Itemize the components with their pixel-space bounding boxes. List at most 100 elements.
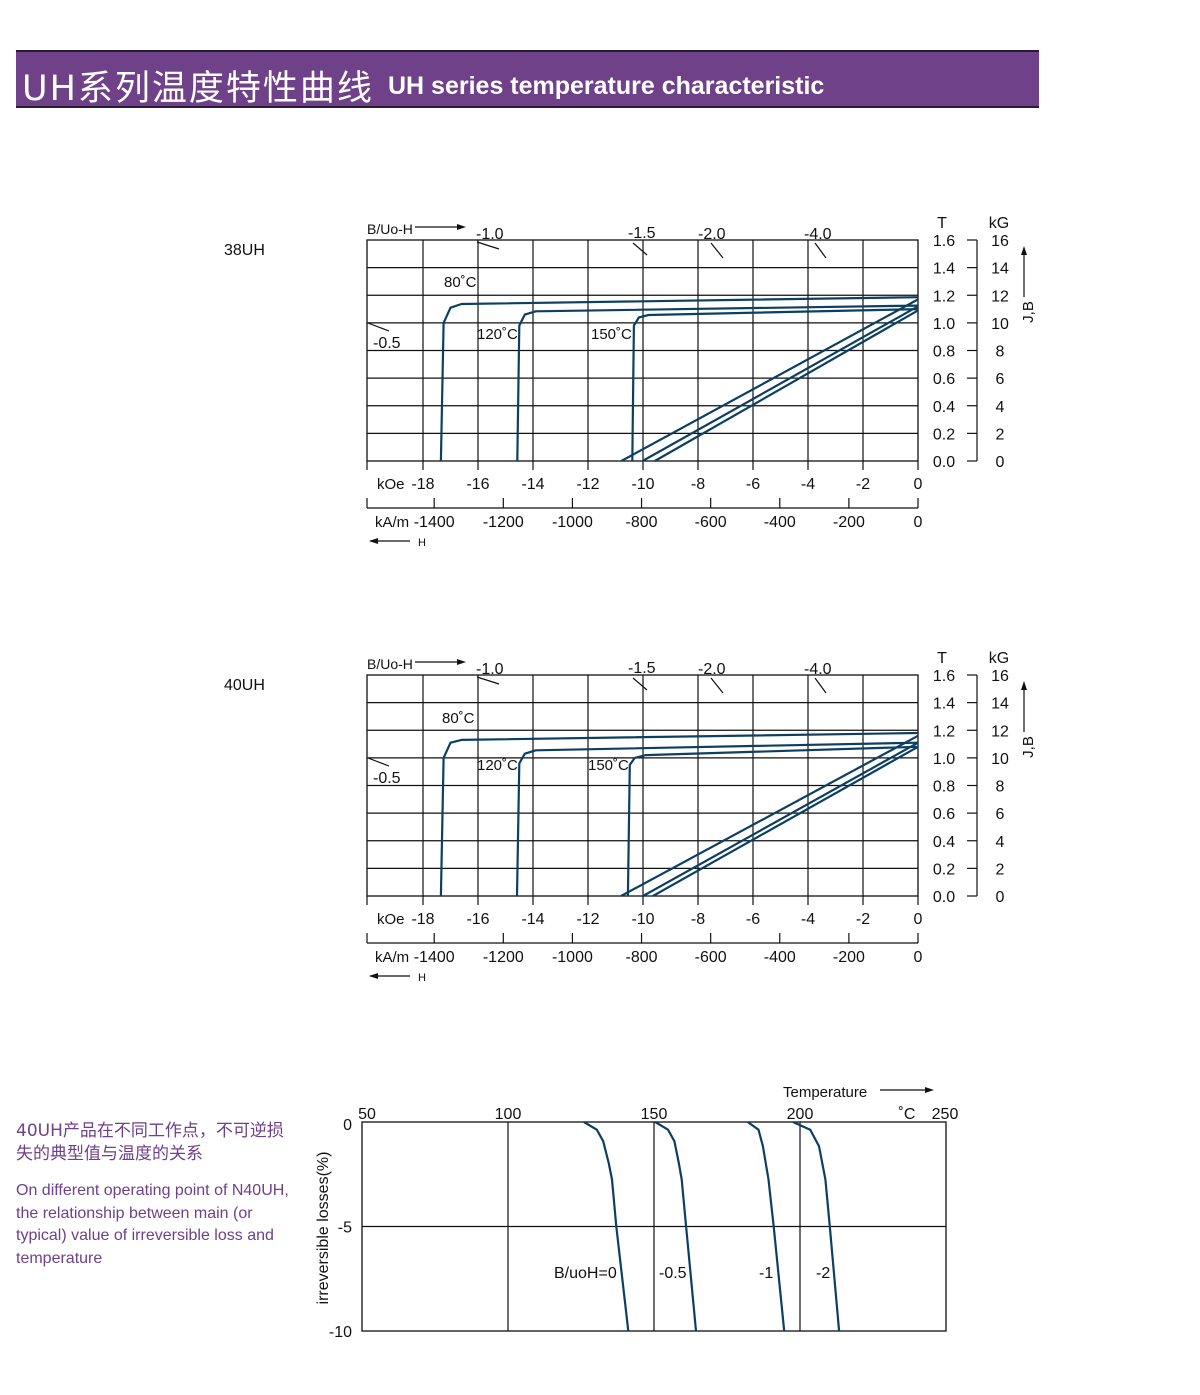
j-curve: [439, 731, 919, 897]
curve-label: B/uoH=0: [554, 1265, 617, 1282]
y-tick-label-kg: 0: [996, 889, 1005, 906]
y-tick-label-kg: 16: [991, 668, 1009, 685]
x-tick-label-koe: 0: [914, 911, 923, 928]
x-tick-label-koe: -18: [411, 476, 434, 493]
temperature-curve-label: 80˚C: [442, 710, 475, 727]
y-tick-label-tesla: 0.6: [933, 806, 955, 823]
load-line-label: -4.0: [804, 661, 832, 678]
y-tick-label-tesla: 1.6: [933, 668, 955, 685]
b-curve: [654, 309, 919, 462]
x-tick-label-kam: -800: [626, 949, 658, 966]
load-line-axis-label: B/Uo-H: [367, 221, 413, 237]
y-tick-label-kg: 4: [996, 399, 1005, 416]
y-tick-label-kg: 8: [996, 779, 1005, 796]
j-curve: [516, 304, 919, 462]
load-line-marker: [367, 757, 390, 767]
x-tick-label-kam: -800: [626, 514, 658, 531]
j-curve: [515, 741, 919, 897]
jb-arrow-head: [1021, 681, 1027, 690]
x-tick-label-koe: -12: [576, 911, 599, 928]
sample-label: 38UH: [224, 242, 265, 259]
x-tick-label-koe: -16: [466, 911, 489, 928]
load-line-marker: [814, 242, 827, 259]
x-tick-label-koe: -16: [466, 476, 489, 493]
temperature-curve-label: 120˚C: [477, 757, 518, 774]
h-arrow-label: H: [418, 972, 426, 984]
x-tick-label-koe: -2: [856, 476, 870, 493]
x-tick-label-koe: 0: [914, 476, 923, 493]
y-tick-label-kg: 10: [991, 316, 1009, 333]
j-curve: [439, 296, 919, 462]
h-arrow-head: [369, 973, 378, 979]
x-tick-label-koe: -10: [631, 476, 654, 493]
y-axis-label: J,B: [1020, 736, 1037, 758]
x-tick-label: 250: [932, 1106, 959, 1123]
temperature-curve-label: 80˚C: [444, 274, 477, 291]
load-line-marker: [476, 241, 500, 250]
y-tick-label-kg: 16: [991, 233, 1009, 250]
x-unit-kam: kA/m: [375, 514, 409, 531]
x-tick-label-koe: -18: [411, 911, 434, 928]
title-banner: UH系列温度特性曲线 UH series temperature charact…: [16, 50, 1039, 109]
y-tick-label-tesla: 1.6: [933, 233, 955, 250]
load-line-label: -0.5: [373, 770, 401, 787]
curve-label: -2: [816, 1265, 830, 1282]
y-tick-label-kg: 14: [991, 261, 1009, 278]
curve-label: -0.5: [659, 1265, 687, 1282]
y-tick-label-kg: 10: [991, 751, 1009, 768]
x-tick-label-kam: -1000: [552, 514, 593, 531]
load-line-label: -2.0: [698, 661, 726, 678]
load-line-label: -1.0: [476, 226, 504, 243]
x-tick-label-kam: -1400: [414, 949, 455, 966]
x-tick-label-koe: -10: [631, 911, 654, 928]
b-curve: [620, 298, 919, 462]
load-line-axis-label: B/Uo-H: [367, 656, 413, 672]
loss-curve: [583, 1121, 630, 1332]
x-tick-label-koe: -4: [801, 476, 815, 493]
y-tick-label-tesla: 1.0: [933, 316, 955, 333]
y-tick-label-tesla: 0.2: [933, 861, 955, 878]
x-tick-label-koe: -12: [576, 476, 599, 493]
side-note-chinese: 40UH产品在不同工作点，不可逆损失的典型值与温度的关系: [16, 1121, 284, 1164]
y-tick-label-kg: 14: [991, 696, 1009, 713]
load-line-marker: [476, 676, 500, 685]
x-axis-label: Temperature: [783, 1084, 867, 1101]
y-tick-label-tesla: 0.4: [933, 399, 955, 416]
y-unit-kg: kG: [989, 650, 1009, 667]
x-tick-label-kam: 0: [914, 949, 923, 966]
y-tick-label-kg: 0: [996, 454, 1005, 471]
x-tick-label: 50: [358, 1106, 376, 1123]
y-axis-label: J,B: [1020, 301, 1037, 323]
x-tick-label-kam: -200: [833, 949, 865, 966]
y-tick-label-tesla: 1.2: [933, 723, 955, 740]
side-note: 40UH产品在不同工作点，不可逆损失的典型值与温度的关系 On differen…: [16, 1120, 296, 1270]
sample-label: 40UH: [224, 677, 265, 694]
x-tick-label-kam: 0: [914, 514, 923, 531]
load-line-marker: [710, 677, 724, 694]
curve-label: -1: [759, 1265, 773, 1282]
y-tick-label-tesla: 0.8: [933, 344, 955, 361]
h-arrow-head: [369, 538, 378, 544]
x-tick-label-koe: -6: [746, 476, 760, 493]
y-tick-label: 0: [343, 1117, 352, 1134]
x-tick-label-kam: -400: [764, 514, 796, 531]
y-tick-label-tesla: 0.2: [933, 426, 955, 443]
y-tick-label-kg: 2: [996, 861, 1005, 878]
y-tick-label-kg: 4: [996, 834, 1005, 851]
temperature-curve-label: 150˚C: [588, 757, 629, 774]
loss-curve: [792, 1120, 841, 1332]
x-tick-label-koe: -8: [691, 476, 705, 493]
x-tick-label-kam: -600: [695, 514, 727, 531]
x-tick-label-kam: -1000: [552, 949, 593, 966]
load-line-marker: [710, 242, 724, 259]
x-unit-koe: kOe: [377, 911, 405, 928]
temperature-curve-label: 150˚C: [591, 326, 632, 343]
x-unit-label: ˚C: [899, 1106, 916, 1123]
b-curve: [652, 745, 919, 897]
x-tick-label-koe: -14: [521, 476, 544, 493]
x-tick-label-koe: -8: [691, 911, 705, 928]
y-tick-label-kg: 12: [991, 723, 1009, 740]
temperature-arrow-head: [925, 1087, 934, 1093]
x-tick-label-kam: -1200: [483, 514, 524, 531]
j-curve: [626, 745, 919, 897]
